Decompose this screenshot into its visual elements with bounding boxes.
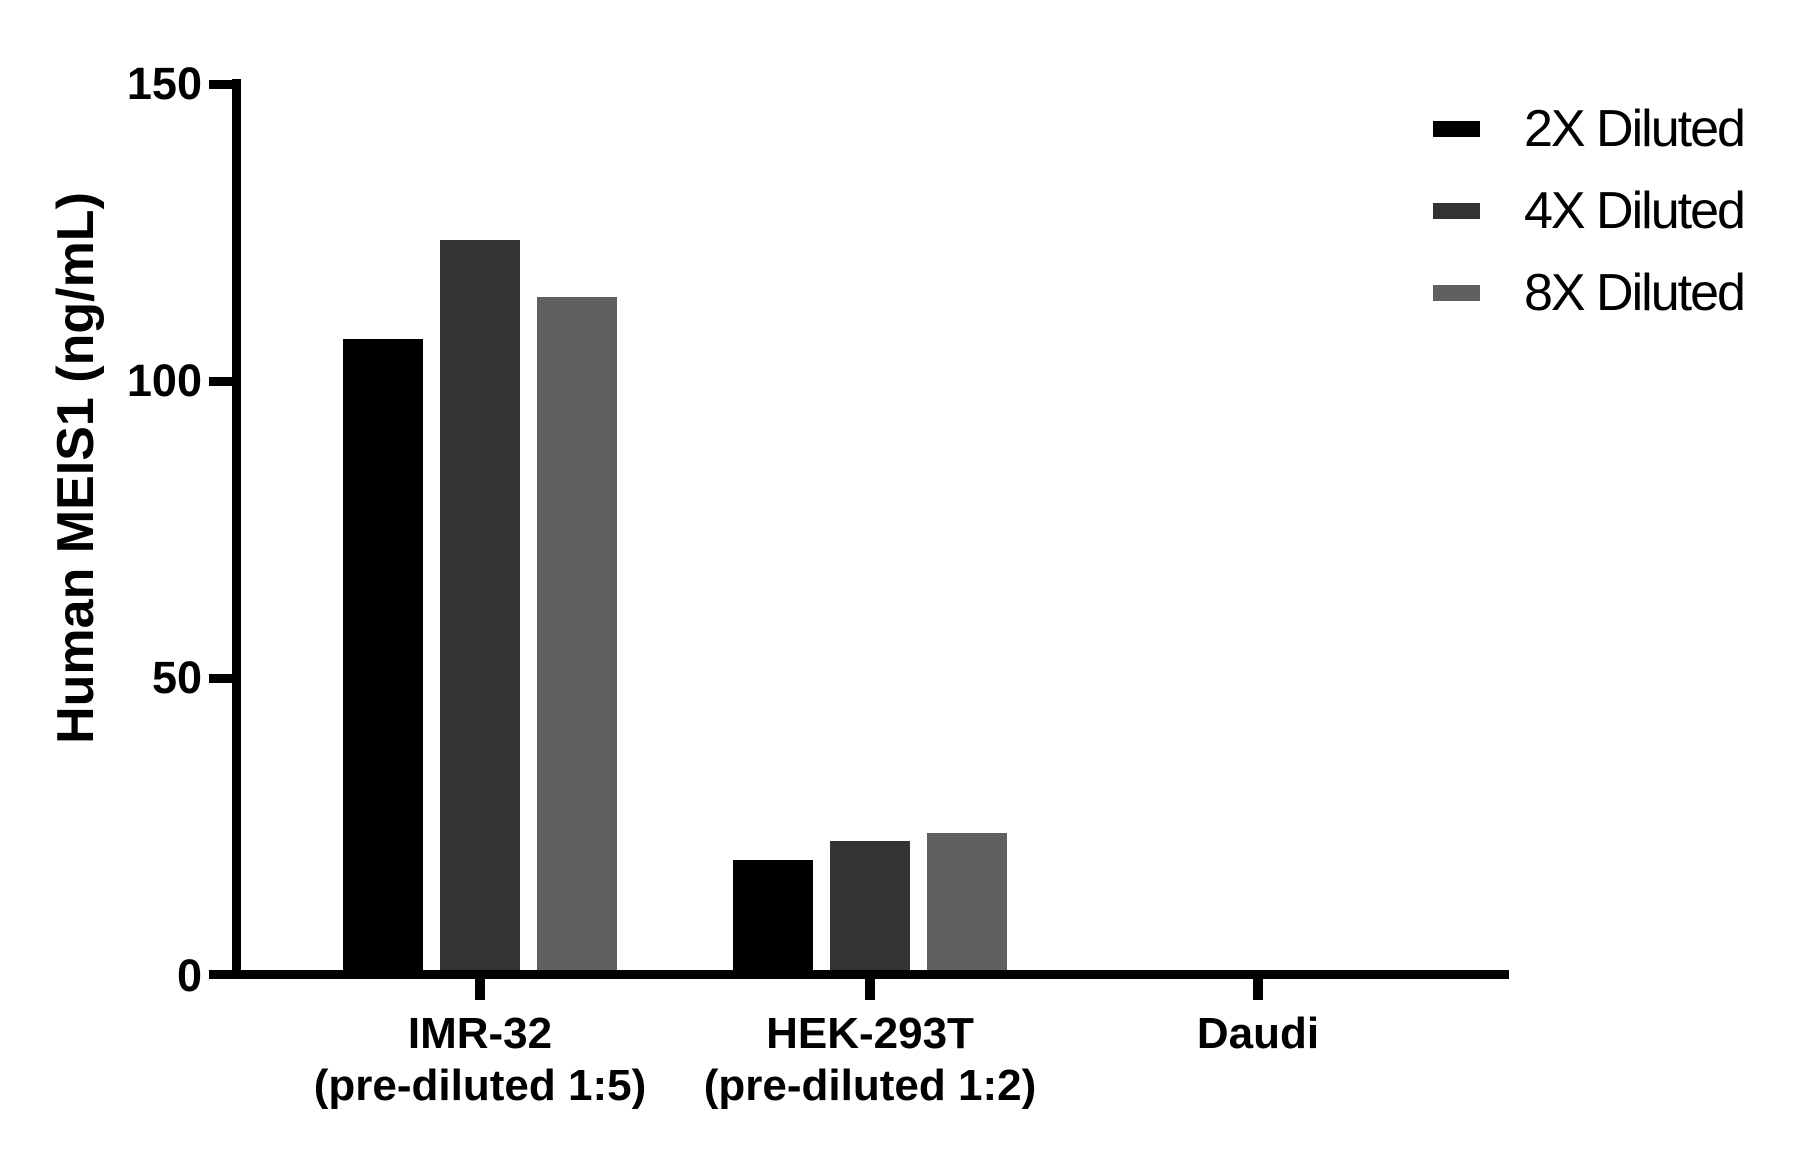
- y-axis-line: [232, 79, 241, 979]
- bar-4x-diluted: [440, 240, 520, 976]
- category-label: HEK-293T (pre-diluted 1:2): [560, 1008, 1180, 1112]
- category-label: IMR-32 (pre-diluted 1:5): [170, 1008, 790, 1112]
- legend-item: 2X Diluted: [1433, 88, 1746, 170]
- legend-item: 4X Diluted: [1433, 170, 1746, 252]
- bar-8x-diluted: [537, 297, 617, 976]
- category-label-line2: (pre-diluted 1:2): [703, 1061, 1037, 1110]
- bar-8x-diluted: [927, 833, 1007, 976]
- category-label-line2: (pre-diluted 1:5): [313, 1061, 647, 1110]
- y-tick-label: 100: [126, 355, 202, 406]
- y-tick: [209, 674, 232, 683]
- y-tick: [209, 377, 232, 386]
- bar-4x-diluted: [830, 841, 910, 976]
- legend-item: 8X Diluted: [1433, 252, 1746, 334]
- category-label-line1: IMR-32: [407, 1009, 553, 1058]
- category-label-line1: HEK-293T: [766, 1009, 974, 1058]
- bar-2x-diluted: [733, 860, 813, 976]
- legend-label: 4X Diluted: [1524, 182, 1746, 240]
- legend-marker: [1433, 285, 1480, 301]
- x-tick: [865, 979, 875, 1000]
- bar-2x-diluted: [343, 339, 423, 976]
- x-tick: [1253, 979, 1263, 1000]
- y-tick-label: 0: [176, 950, 202, 1001]
- x-tick: [475, 979, 485, 1000]
- legend-label: 2X Diluted: [1524, 100, 1746, 158]
- y-tick: [209, 80, 232, 89]
- x-axis-line: [209, 970, 1509, 979]
- category-label: Daudi: [948, 1008, 1568, 1060]
- category-label-line1: Daudi: [1196, 1009, 1320, 1058]
- y-tick-label: 50: [151, 652, 202, 703]
- legend-label: 8X Diluted: [1524, 264, 1746, 322]
- legend-marker: [1433, 203, 1480, 219]
- legend-marker: [1433, 121, 1480, 137]
- y-axis-title: Human MEIS1 (ng/mL): [47, 192, 105, 744]
- y-tick-label: 150: [126, 58, 202, 109]
